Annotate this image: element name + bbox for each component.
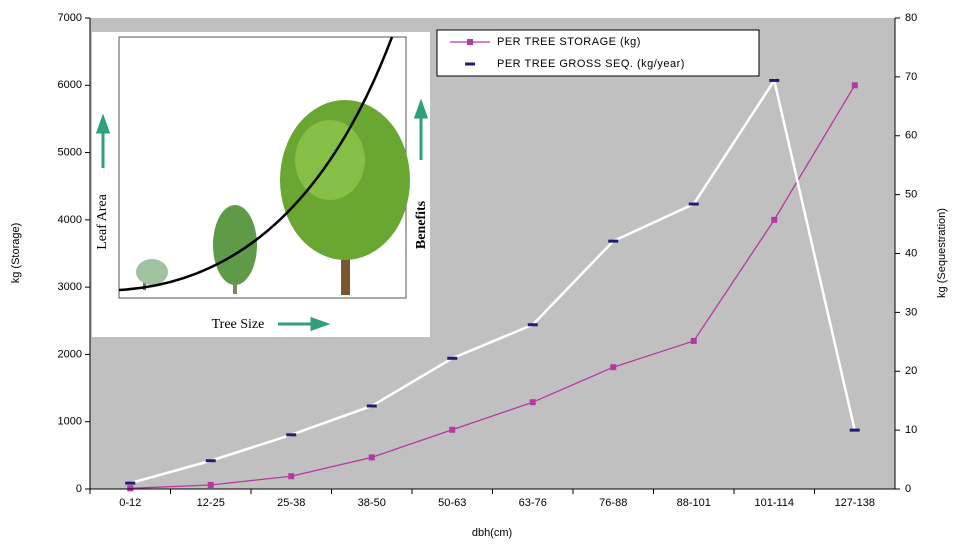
arrow bbox=[278, 316, 331, 332]
legend-marker bbox=[467, 39, 473, 45]
inset-diagram: Leaf Area Benefits Tree Size bbox=[92, 32, 430, 337]
marker bbox=[849, 428, 860, 432]
series-line bbox=[129, 77, 856, 485]
x-tick-label: 50-63 bbox=[438, 497, 466, 509]
y-tick-label: 3000 bbox=[58, 281, 82, 293]
lines bbox=[125, 77, 860, 492]
y2-tick-label: 30 bbox=[905, 306, 917, 318]
y2-tick-label: 0 bbox=[905, 483, 911, 495]
x-tick-label: 127-138 bbox=[835, 497, 875, 509]
x-axis-title: dbh(cm) bbox=[472, 527, 512, 539]
marker bbox=[527, 323, 538, 327]
y2-tick-label: 10 bbox=[905, 424, 917, 436]
series-line bbox=[130, 84, 856, 489]
arrow bbox=[413, 98, 429, 160]
marker bbox=[366, 404, 377, 408]
marker bbox=[447, 356, 458, 360]
marker bbox=[688, 202, 699, 206]
marker bbox=[449, 426, 456, 433]
marker bbox=[690, 337, 697, 344]
x-tick-label: 63-76 bbox=[519, 497, 547, 509]
marker bbox=[608, 239, 619, 243]
marker bbox=[529, 399, 536, 406]
y-tick-label: 2000 bbox=[58, 348, 82, 360]
x-tick-label: 12-25 bbox=[197, 497, 225, 509]
medium-tree bbox=[213, 205, 257, 285]
legend-label: PER TREE STORAGE (kg) bbox=[497, 36, 641, 48]
x-tick-label: 88-101 bbox=[677, 497, 711, 509]
marker bbox=[771, 216, 778, 223]
inset-y-label: Leaf Area bbox=[95, 193, 110, 249]
legend-box bbox=[436, 29, 760, 77]
legend-marker bbox=[465, 62, 475, 66]
marker bbox=[610, 364, 617, 371]
y-tick-label: 6000 bbox=[58, 79, 82, 91]
y-tick-label: 0 bbox=[76, 483, 82, 495]
y-tick-label: 1000 bbox=[58, 416, 82, 428]
marker bbox=[851, 82, 858, 89]
x-tick-label: 0-12 bbox=[119, 497, 141, 509]
y2-tick-label: 50 bbox=[905, 189, 917, 201]
x-tick-label: 25-38 bbox=[277, 497, 305, 509]
arrow bbox=[95, 113, 111, 168]
marker bbox=[207, 481, 214, 488]
legend: PER TREE STORAGE (kg) PER TREE GROSS SEQ.… bbox=[436, 29, 760, 77]
y-axis-title: kg (Storage) bbox=[10, 223, 22, 284]
marker bbox=[368, 454, 375, 461]
y2-tick-label: 70 bbox=[905, 71, 917, 83]
marker bbox=[769, 78, 780, 82]
x-tick-label: 101-114 bbox=[754, 497, 794, 509]
y-tick-label: 7000 bbox=[58, 12, 82, 24]
inset-right-label: Benefits bbox=[414, 200, 429, 249]
y-tick-label: 5000 bbox=[58, 146, 82, 158]
y-tick-label: 4000 bbox=[58, 214, 82, 226]
y2-axis-title: kg (Sequestration) bbox=[936, 208, 948, 298]
marker bbox=[205, 459, 216, 463]
legend-label: PER TREE GROSS SEQ. (kg/year) bbox=[497, 58, 685, 70]
marker bbox=[286, 433, 297, 437]
x-tick-label: 38-50 bbox=[358, 497, 386, 509]
small-tree bbox=[136, 259, 168, 285]
inset-x-label: Tree Size bbox=[212, 317, 265, 332]
y2-tick-label: 20 bbox=[905, 365, 917, 377]
marker bbox=[125, 481, 136, 485]
marker bbox=[127, 485, 134, 492]
y2-tick-label: 60 bbox=[905, 130, 917, 142]
y2-tick-label: 40 bbox=[905, 247, 917, 259]
growth-curve bbox=[118, 36, 394, 292]
x-tick-label: 76-88 bbox=[599, 497, 627, 509]
marker bbox=[288, 473, 295, 480]
y2-tick-label: 80 bbox=[905, 12, 917, 24]
